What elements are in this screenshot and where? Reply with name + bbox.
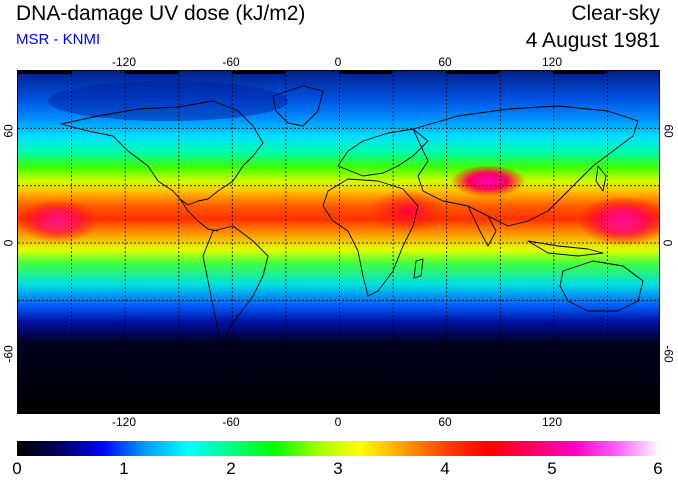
colorbar xyxy=(17,441,660,456)
arctic-low xyxy=(48,81,288,121)
lat-label-left-60: 60 xyxy=(1,124,16,138)
colorbar-label-4: 4 xyxy=(440,459,450,478)
lon-label-top-w120: -120 xyxy=(111,55,137,69)
uv-dose-map xyxy=(17,70,660,414)
lat-label-left-m60: -60 xyxy=(1,345,16,363)
colorbar-label-5: 5 xyxy=(547,459,557,478)
lon-label-bottom-w60: -60 xyxy=(222,415,240,429)
lon-label-top-e60: 60 xyxy=(438,55,452,69)
arabia-maximum xyxy=(368,189,448,233)
lat-label-right-0: 0 xyxy=(660,239,675,247)
graticule xyxy=(18,71,659,413)
map-title: DNA-damage UV dose (kJ/m2) xyxy=(16,2,306,25)
lon-label-top-w60: -60 xyxy=(222,55,240,69)
coastlines xyxy=(18,85,659,402)
data-source: MSR - KNMI xyxy=(16,31,101,48)
lat-label-left-0: 0 xyxy=(1,239,16,247)
uv-field xyxy=(18,71,659,413)
map-date: 4 August 1981 xyxy=(525,29,660,52)
colorbar-label-1: 1 xyxy=(119,459,129,478)
sky-condition: Clear-sky xyxy=(571,2,660,25)
tibet-hotspot xyxy=(450,165,526,197)
colorbar-label-6: 6 xyxy=(653,459,663,478)
lon-label-bottom-w120: -120 xyxy=(111,415,137,429)
lat-label-right-m60: -60 xyxy=(661,345,676,363)
colorbar-label-3: 3 xyxy=(333,459,343,478)
lon-label-bottom-e60: 60 xyxy=(438,415,452,429)
colorbar-label-0: 0 xyxy=(12,459,22,478)
colorbar-label-2: 2 xyxy=(226,459,236,478)
pacific-east-maximum xyxy=(18,199,98,243)
lon-label-bottom-e120: 120 xyxy=(541,415,563,429)
pacific-west-maximum xyxy=(578,196,659,246)
lon-label-bottom-0: 0 xyxy=(334,415,342,429)
lat-label-right-60: 60 xyxy=(661,124,676,138)
lon-label-top-e120: 120 xyxy=(541,55,563,69)
lon-label-top-0: 0 xyxy=(334,55,342,69)
